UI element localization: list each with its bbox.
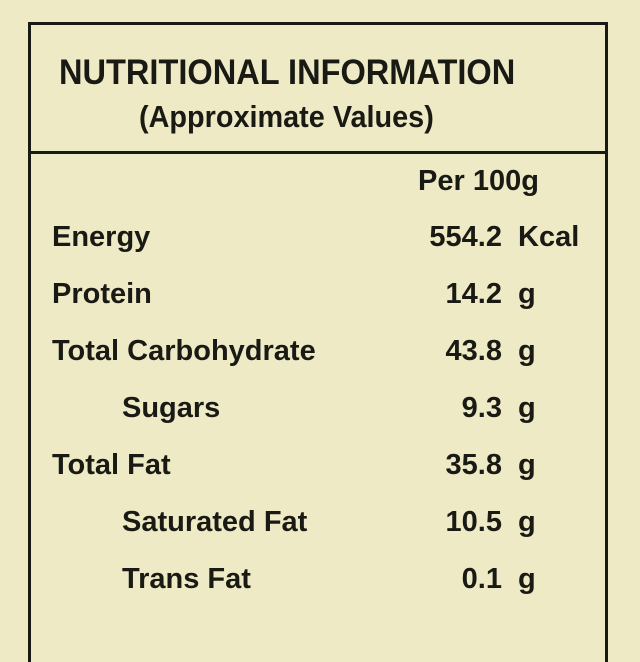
separator (31, 151, 605, 154)
row-name: Trans Fat (122, 563, 251, 595)
row-name: Saturated Fat (122, 506, 308, 538)
row-unit: g (518, 278, 536, 310)
row-name: Protein (52, 278, 152, 310)
title: NUTRITIONAL INFORMATION (59, 53, 516, 92)
row-name: Total Carbohydrate (52, 335, 316, 367)
row-name: Energy (52, 221, 151, 253)
row-value: 10.5 (445, 506, 502, 538)
row-name: Total Fat (52, 449, 171, 481)
row-value: 14.2 (445, 278, 502, 310)
subtitle: (Approximate Values) (139, 99, 434, 134)
row-unit: g (518, 392, 536, 424)
page: NUTRITIONAL INFORMATION (Approximate Val… (28, 22, 608, 662)
row-name: Sugars (122, 392, 221, 424)
row-unit: g (518, 563, 536, 595)
row-unit: Kcal (518, 221, 580, 253)
row-unit: g (518, 506, 536, 538)
row-value: 9.3 (461, 392, 502, 424)
column-header: Per 100g (418, 165, 539, 197)
row-value: 554.2 (429, 221, 502, 253)
row-unit: g (518, 449, 536, 481)
row-value: 35.8 (445, 449, 502, 481)
row-unit: g (518, 335, 536, 367)
label-frame: NUTRITIONAL INFORMATION (Approximate Val… (28, 22, 608, 662)
row-value: 43.8 (445, 335, 502, 367)
row-value: 0.1 (461, 563, 502, 595)
